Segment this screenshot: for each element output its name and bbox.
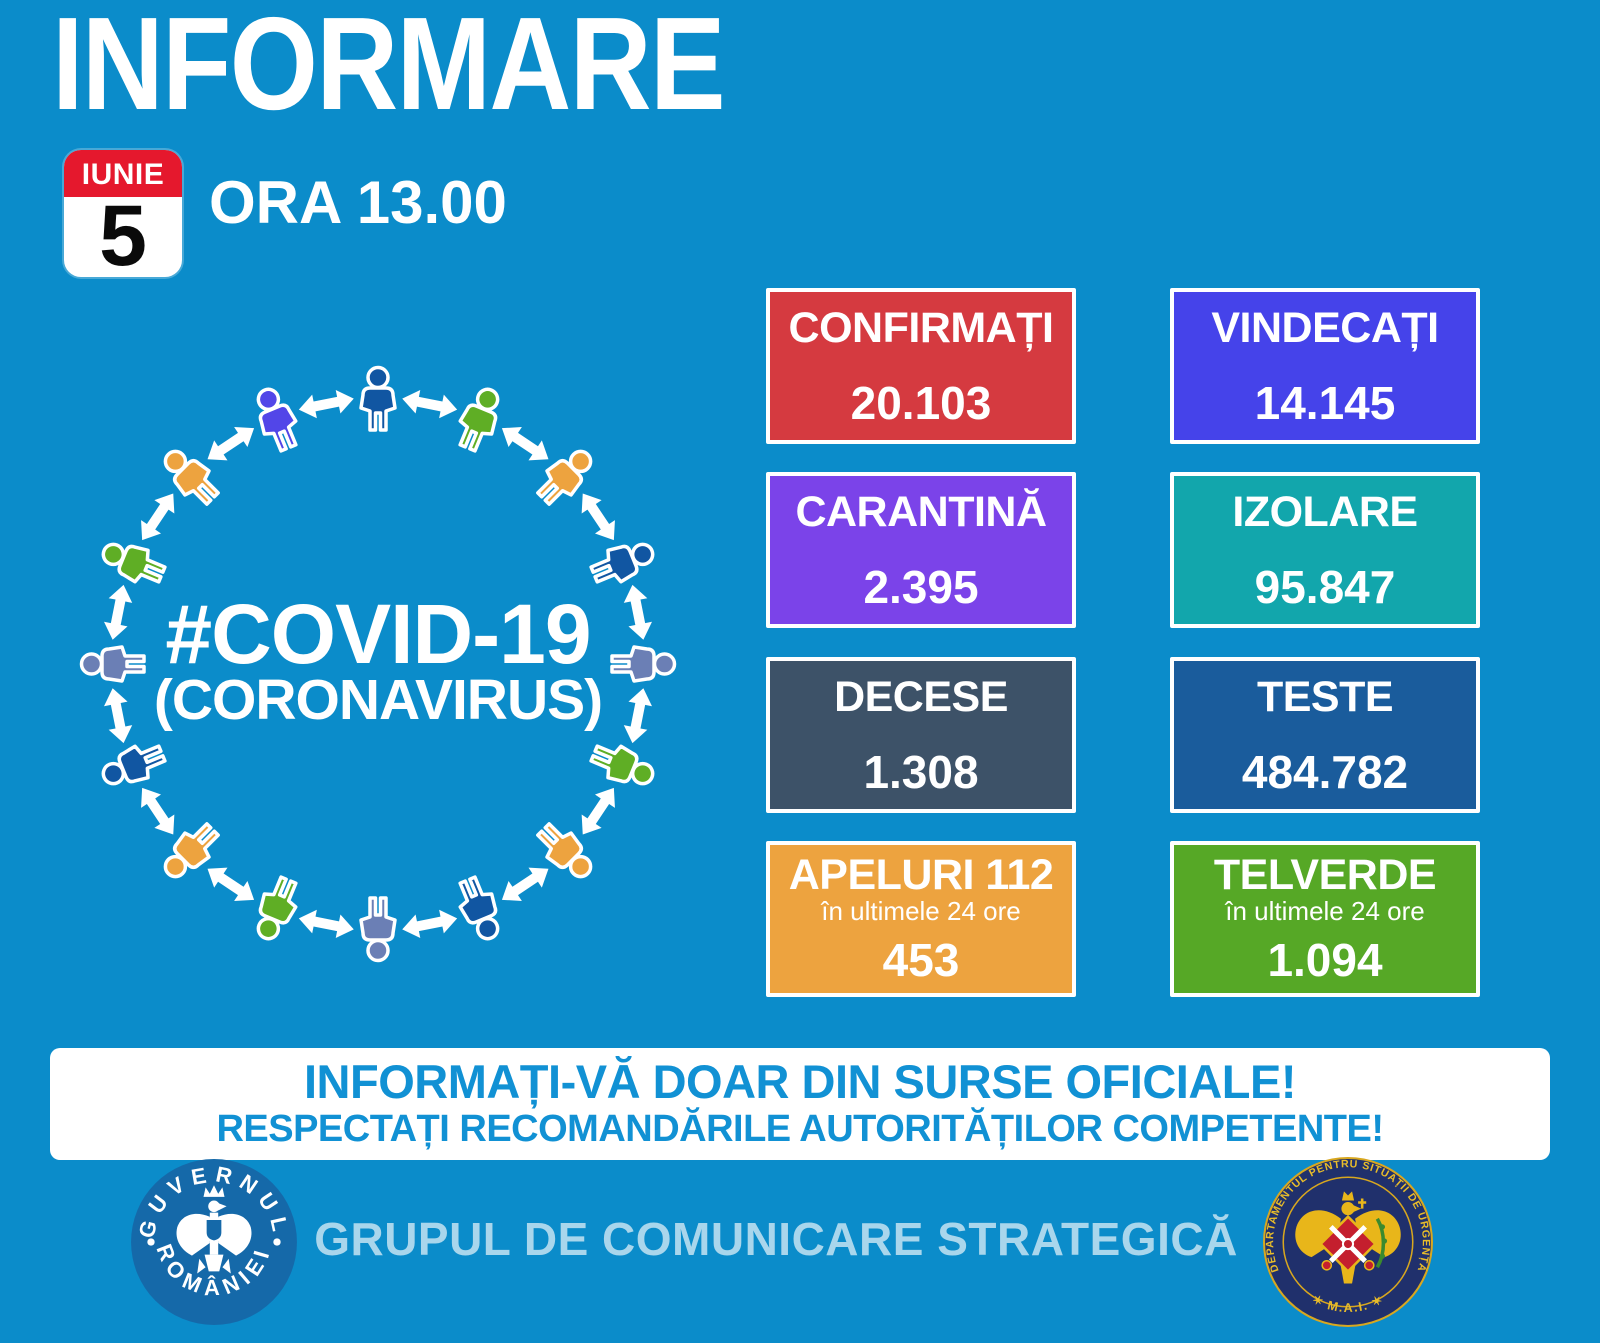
stat-value: 95.847 xyxy=(1254,561,1396,613)
person-icon xyxy=(585,533,661,592)
double-arrow-icon xyxy=(200,858,261,910)
double-arrow-icon xyxy=(296,386,357,422)
stat-box-vindecati: VINDECAȚI 14.145 xyxy=(1170,288,1480,444)
double-arrow-icon xyxy=(399,386,460,422)
stat-label: DECESE xyxy=(834,673,1008,721)
calendar-day-label: 5 xyxy=(99,188,147,277)
government-of-romania-seal: GUVERNUL ROMÂNIEI xyxy=(131,1159,297,1325)
stat-label: TELVERDE xyxy=(1213,851,1437,899)
person-icon xyxy=(359,896,397,963)
emergency-department-seal: DEPARTAMENTUL PENTRU SITUAȚII DE URGENȚĂ… xyxy=(1263,1157,1433,1327)
person-icon xyxy=(450,871,509,947)
crown-icon xyxy=(1341,1191,1355,1201)
stat-label: APELURI 112 xyxy=(788,851,1054,899)
double-arrow-icon xyxy=(495,858,556,910)
stat-box-teste: TESTE 484.782 xyxy=(1170,657,1480,813)
stat-value: 1.308 xyxy=(863,746,979,798)
person-icon xyxy=(450,381,509,457)
covid-hashtag: #COVID-19 xyxy=(165,587,591,681)
stat-box-confirmati: CONFIRMAȚI 20.103 xyxy=(766,288,1076,444)
stat-value: 484.782 xyxy=(1241,746,1409,798)
double-arrow-icon xyxy=(200,418,261,470)
double-arrow-icon xyxy=(572,486,624,547)
calendar-month-label: IUNIE xyxy=(64,150,182,197)
page-title: INFORMARE xyxy=(52,0,726,137)
double-arrow-icon xyxy=(132,781,184,842)
banner-line-1: INFORMAȚI-VĂ DOAR DIN SURSE OFICIALE! xyxy=(304,1055,1296,1108)
stat-value: 453 xyxy=(882,934,960,986)
double-arrow-icon xyxy=(572,781,624,842)
double-arrow-icon xyxy=(132,486,184,547)
stat-label: IZOLARE xyxy=(1232,488,1418,536)
time-label: ORA 13.00 xyxy=(209,169,507,236)
person-icon xyxy=(95,533,171,592)
person-icon xyxy=(247,381,306,457)
eagle-shield xyxy=(204,1217,224,1243)
covid-subtitle: (CORONAVIRUS) xyxy=(153,668,603,732)
stat-value: 20.103 xyxy=(850,377,992,429)
stat-box-apeluri-112: APELURI 112 în ultimele 24 ore 453 xyxy=(766,841,1076,997)
stat-box-izolare: IZOLARE 95.847 xyxy=(1170,472,1480,628)
stat-box-carantina: CARANTINĂ 2.395 xyxy=(766,472,1076,628)
stat-sublabel: în ultimele 24 ore xyxy=(821,896,1021,926)
person-icon xyxy=(585,736,661,795)
seal-dot-right xyxy=(273,1238,281,1246)
stat-label: VINDECAȚI xyxy=(1211,304,1439,352)
calendar-icon: IUNIE 5 xyxy=(64,150,182,277)
person-icon xyxy=(247,871,306,947)
seal-inner-ring xyxy=(1282,1176,1414,1308)
official-sources-banner: INFORMAȚI-VĂ DOAR DIN SURSE OFICIALE! RE… xyxy=(50,1048,1550,1160)
stat-box-telverde: TELVERDE în ultimele 24 ore 1.094 xyxy=(1170,841,1480,997)
stat-value: 2.395 xyxy=(863,561,979,613)
stat-sublabel: în ultimele 24 ore xyxy=(1225,896,1425,926)
person-icon xyxy=(95,736,171,795)
double-arrow-icon xyxy=(399,906,460,942)
stat-label: TESTE xyxy=(1256,673,1394,721)
double-arrow-icon xyxy=(296,906,357,942)
eagle-icon xyxy=(1295,1191,1401,1284)
banner-line-2: RESPECTAȚI RECOMANDĂRILE AUTORITĂȚILOR C… xyxy=(216,1108,1384,1150)
footer-label: GRUPUL DE COMUNICARE STRATEGICĂ xyxy=(314,1213,1238,1265)
stat-label: CARANTINĂ xyxy=(795,488,1047,536)
stat-box-decese: DECESE 1.308 xyxy=(766,657,1076,813)
person-icon xyxy=(359,365,397,432)
double-arrow-icon xyxy=(495,418,556,470)
stat-label: CONFIRMAȚI xyxy=(788,304,1054,352)
stat-value: 14.145 xyxy=(1254,377,1396,429)
cross-icon xyxy=(1358,1198,1367,1209)
seal-dot-left xyxy=(147,1238,155,1246)
stat-value: 1.094 xyxy=(1267,934,1383,986)
